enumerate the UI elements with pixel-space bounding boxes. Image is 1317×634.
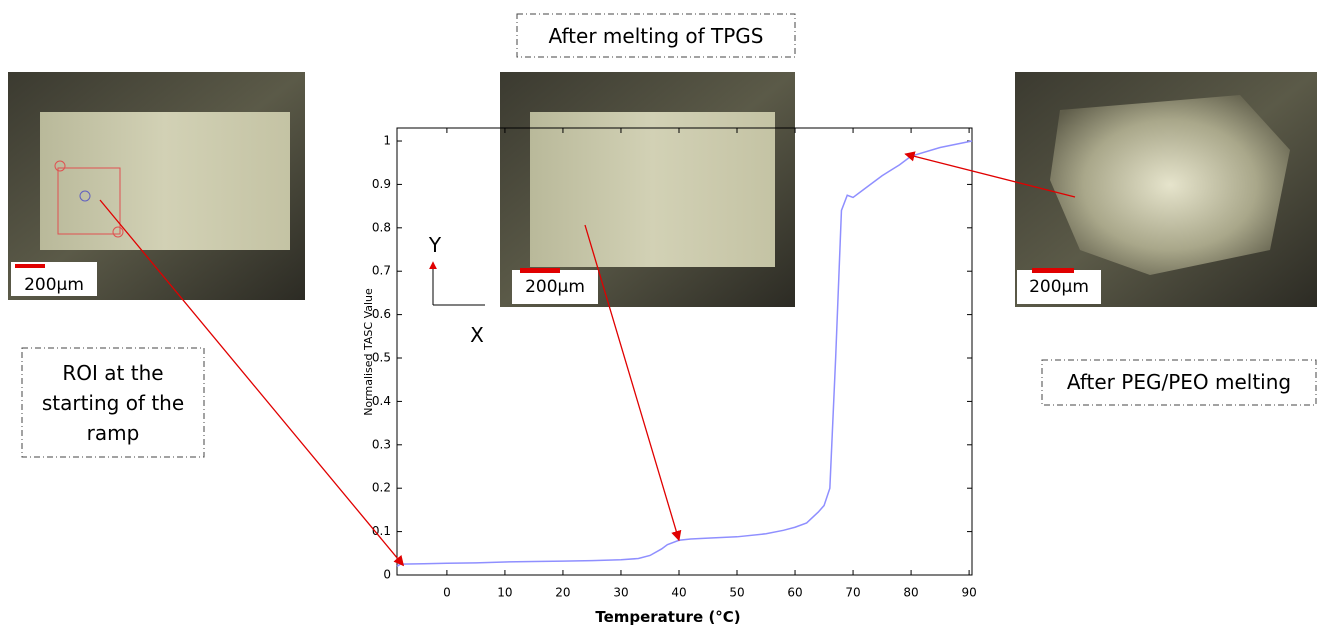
annotation-arrow (584, 224, 682, 542)
y-tick-label: 0.3 (372, 437, 391, 451)
y-tick-label: 0.2 (372, 481, 391, 495)
y-tick-label: 0.5 (372, 351, 391, 365)
x-tick-label: 40 (671, 586, 686, 600)
x-indicator-label: X (470, 323, 484, 347)
y-tick-label: 0.6 (372, 307, 391, 321)
scale-label: 200µm (1029, 277, 1089, 297)
y-axis-title: Normalised TASC Value (362, 288, 375, 416)
annotation: After melting of TPGS (549, 24, 764, 48)
y-tick-label: 1 (383, 134, 391, 148)
y-tick-label: 0.8 (372, 220, 391, 234)
scale-label: 200µm (24, 275, 84, 295)
annotation-box (516, 13, 796, 58)
x-tick-label: 90 (961, 586, 976, 600)
x-tick-label: 20 (555, 586, 570, 600)
scale-label: 200µm (525, 277, 585, 297)
annotation-arrow (99, 199, 405, 567)
image-start (8, 72, 305, 300)
data-line (396, 140, 973, 567)
x-tick-label: 70 (845, 586, 860, 600)
y-tick-label: 0 (383, 568, 391, 582)
y-tick-label: 0.7 (372, 264, 391, 278)
x-tick-label: 0 (443, 586, 451, 600)
x-tick-label: 30 (613, 586, 628, 600)
x-tick-label: 50 (729, 586, 744, 600)
y-indicator-label: Y (428, 233, 442, 257)
y-tick-label: 0.4 (372, 394, 391, 408)
annotation: ROI at the starting of the ramp (42, 361, 184, 445)
image-peg (1015, 72, 1317, 307)
x-tick-label: 10 (497, 586, 512, 600)
x-tick-label: 80 (903, 586, 918, 600)
annotation: After PEG/PEO melting (1067, 370, 1291, 394)
annotation-box (1041, 359, 1317, 406)
y-tick-label: 0.9 (372, 177, 391, 191)
plot-frame (396, 127, 973, 576)
image-tpgs (500, 72, 795, 307)
annotation-arrow (904, 151, 1076, 198)
y-tick-label: 0.1 (372, 524, 391, 538)
annotation-box (21, 347, 205, 458)
x-tick-label: 60 (787, 586, 802, 600)
x-axis-title: Temperature (°C) (595, 608, 740, 626)
